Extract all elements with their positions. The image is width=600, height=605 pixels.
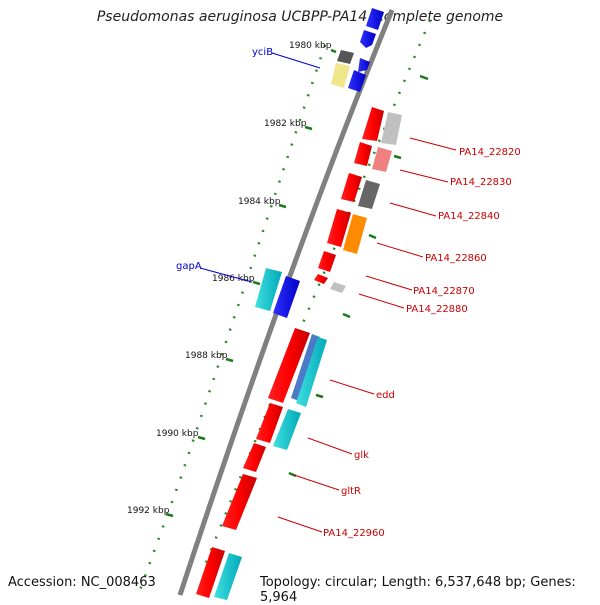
tick-label: 1992 kbp: [127, 506, 170, 516]
gene-feature[interactable]: [273, 409, 301, 450]
gene-feature[interactable]: [337, 50, 354, 64]
gene-label[interactable]: yciB: [252, 47, 273, 58]
gene-feature[interactable]: [360, 30, 376, 48]
gene-label[interactable]: PA14_22820: [459, 147, 521, 158]
gene-feature[interactable]: [256, 403, 283, 443]
gene-feature[interactable]: [358, 180, 380, 209]
gene-feature[interactable]: [273, 276, 300, 318]
gene-label[interactable]: PA14_22840: [438, 211, 500, 222]
gene-label[interactable]: PA14_22870: [413, 286, 475, 297]
map-title: Pseudomonas aeruginosa UCBPP-PA14, compl…: [96, 9, 504, 25]
gene-feature[interactable]: [343, 214, 367, 254]
gene-feature[interactable]: [318, 251, 336, 272]
topology-text: Topology: circular; Length: 6,537,648 bp…: [260, 575, 576, 605]
gene-label[interactable]: edd: [376, 390, 395, 401]
leader-lines: [199, 52, 457, 533]
gene-feature[interactable]: [296, 337, 327, 407]
tick-label: 1988 kbp: [185, 351, 228, 361]
gene-feature[interactable]: [348, 70, 366, 92]
gene-feature[interactable]: [291, 334, 320, 402]
tick-label: 1980 kbp: [289, 41, 332, 51]
gene-feature[interactable]: [358, 58, 370, 72]
gene-label[interactable]: PA14_22860: [425, 253, 487, 264]
gene-label[interactable]: PA14_22880: [406, 304, 468, 315]
gene-feature[interactable]: [354, 142, 372, 166]
kbp-ticks: [165, 48, 337, 518]
gene-label[interactable]: gltR: [341, 486, 361, 497]
gene-feature[interactable]: [314, 274, 328, 284]
gene-label[interactable]: PA14_22960: [323, 528, 385, 539]
gene-feature[interactable]: [243, 443, 266, 472]
gene-feature[interactable]: [196, 547, 225, 598]
accession-text: Accession: NC_008463: [8, 575, 156, 590]
gene-feature[interactable]: [255, 268, 282, 311]
tick-label: 1982 kbp: [264, 119, 307, 129]
gene-feature[interactable]: [372, 147, 392, 172]
gene-label[interactable]: glk: [354, 450, 369, 461]
gene-feature[interactable]: [214, 553, 242, 600]
gene-feature[interactable]: [381, 112, 402, 145]
tick-label: 1984 kbp: [238, 197, 281, 207]
gene-feature[interactable]: [341, 173, 362, 202]
tick-label: 1986 kbp: [212, 274, 255, 284]
gene-feature[interactable]: [366, 8, 384, 30]
gene-label[interactable]: gapA: [176, 261, 202, 272]
gene-feature[interactable]: [222, 474, 257, 530]
tick-label: 1990 kbp: [156, 429, 199, 439]
gene-feature[interactable]: [268, 328, 310, 403]
plus-strand-ticks: [288, 74, 429, 478]
gene-feature[interactable]: [362, 107, 384, 141]
gene-feature[interactable]: [331, 63, 350, 88]
gene-label[interactable]: PA14_22830: [450, 177, 512, 188]
gene-feature[interactable]: [330, 282, 346, 293]
gene-feature[interactable]: [327, 209, 351, 247]
